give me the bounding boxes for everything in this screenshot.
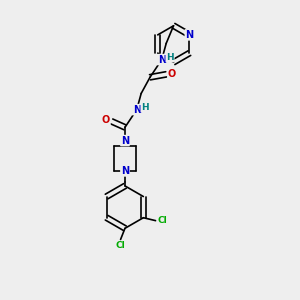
Text: O: O (102, 115, 110, 125)
Text: N: N (121, 166, 129, 176)
Text: H: H (141, 103, 149, 112)
Text: H: H (166, 53, 174, 62)
Text: Cl: Cl (157, 216, 167, 225)
Text: O: O (168, 69, 176, 79)
Text: N: N (158, 55, 166, 64)
Text: Cl: Cl (116, 242, 125, 250)
Text: N: N (121, 136, 129, 146)
Text: N: N (185, 30, 194, 40)
Text: N: N (133, 105, 141, 115)
